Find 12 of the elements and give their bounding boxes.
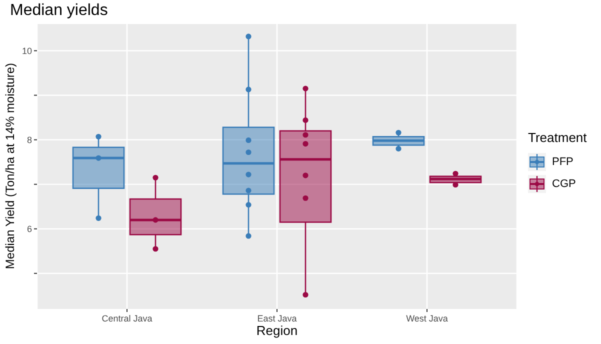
x-tick-label: West Java — [406, 313, 448, 324]
chart-title: Median yields — [10, 2, 108, 20]
legend-title: Treatment — [528, 130, 587, 145]
x-tick-label: Central Java — [102, 313, 152, 324]
x-tick-label: East Java — [257, 313, 297, 324]
y-tick-label: 6 — [26, 224, 32, 234]
x-axis-title: Region — [255, 323, 299, 338]
legend-label: CGP — [552, 178, 576, 190]
y-tick-label: 10 — [22, 46, 32, 56]
y-axis-title: Median Yield (Ton/ha at 14% moisture) — [3, 62, 18, 272]
legend-label: PFP — [552, 156, 574, 168]
y-tick-label: 8 — [26, 134, 32, 145]
